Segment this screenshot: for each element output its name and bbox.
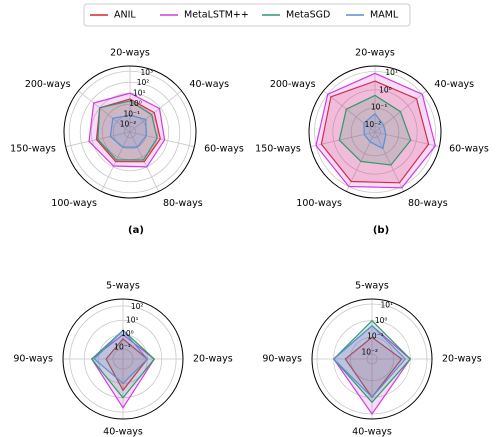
axis-label: 90-ways <box>262 354 302 365</box>
series-area: MAML <box>109 114 147 148</box>
r-tick-label: 10⁻² <box>365 120 382 129</box>
series-area: MAML <box>93 329 149 385</box>
spoke <box>129 90 182 133</box>
outer-spine <box>311 298 433 420</box>
axis-label: 20-ways <box>355 48 395 59</box>
axis-label: 100-ways <box>51 198 97 209</box>
r-tick-label: 10⁻¹ <box>114 343 131 352</box>
outer-spine <box>62 298 184 420</box>
r-tick-label: 10⁻² <box>361 347 378 356</box>
series-area: MAML <box>332 324 407 399</box>
r-tick-label: 10² <box>137 78 150 87</box>
axis-label: 40-ways <box>189 79 229 90</box>
r-tick-label: 10⁻¹ <box>123 109 140 118</box>
r-tick-label: 10⁰ <box>121 329 134 338</box>
series-area: MetaSGD <box>97 100 158 161</box>
axis-label: 100-ways <box>296 198 342 209</box>
r-tick-label: 10¹ <box>385 68 398 77</box>
legend-label: MetaSGD <box>286 10 330 21</box>
subplot-caption: (a) <box>128 225 144 236</box>
r-tick-label: 10⁻¹ <box>371 103 388 112</box>
axis-label: 200-ways <box>270 79 316 90</box>
axis-label: 40-ways <box>103 427 143 437</box>
spoke <box>78 90 131 133</box>
series-area: MetaSGD <box>332 319 412 404</box>
axis-label: 60-ways <box>204 143 244 154</box>
axis-label: 5-ways <box>106 281 140 292</box>
r-tick-label: 10¹ <box>133 89 146 98</box>
axis-label: 80-ways <box>408 198 448 209</box>
axis-label: 20-ways <box>193 354 233 365</box>
series-area: MetaSGD <box>338 94 412 166</box>
legend-box <box>83 3 411 27</box>
axis-label: 60-ways <box>449 143 489 154</box>
axis-label: 20-ways <box>442 354 482 365</box>
r-tick-label: 10⁻² <box>120 120 137 129</box>
axis-label: 90-ways <box>13 354 53 365</box>
series-area: ANIL <box>320 80 430 184</box>
legend-label: MetaLSTM++ <box>184 10 249 21</box>
legend-label: MAML <box>370 10 399 21</box>
outer-spine <box>63 65 197 199</box>
axis-label: 150-ways <box>255 143 301 154</box>
axis-label: 5-ways <box>355 281 389 292</box>
spoke <box>129 131 195 148</box>
r-tick-label: 10⁰ <box>375 316 388 325</box>
legend-label: ANIL <box>114 10 136 21</box>
r-tick-label: 10¹ <box>381 300 394 309</box>
series-area: MetaLSTM++ <box>315 72 437 189</box>
axis-label: 200-ways <box>25 79 71 90</box>
series-area: MetaSGD <box>90 329 156 399</box>
r-tick-label: 10³ <box>140 68 153 77</box>
axis-label: 150-ways <box>10 143 56 154</box>
axis-label: 80-ways <box>163 198 203 209</box>
r-tick-label: 10⁰ <box>379 85 392 94</box>
outer-spine <box>308 65 442 199</box>
axis-label: 20-ways <box>110 48 150 59</box>
r-tick-label: 10¹ <box>126 316 139 325</box>
series-area: MAML <box>363 112 387 150</box>
axis-label: 40-ways <box>434 79 474 90</box>
r-tick-label: 10⁻¹ <box>367 332 384 341</box>
spoke <box>374 131 404 192</box>
spoke <box>323 90 376 133</box>
r-tick-label: 10² <box>131 302 144 311</box>
subplot-caption: (b) <box>373 225 389 236</box>
axis-label: 40-ways <box>352 427 392 437</box>
series-area: MetaLSTM++ <box>88 92 166 168</box>
r-tick-label: 10⁰ <box>129 99 142 108</box>
